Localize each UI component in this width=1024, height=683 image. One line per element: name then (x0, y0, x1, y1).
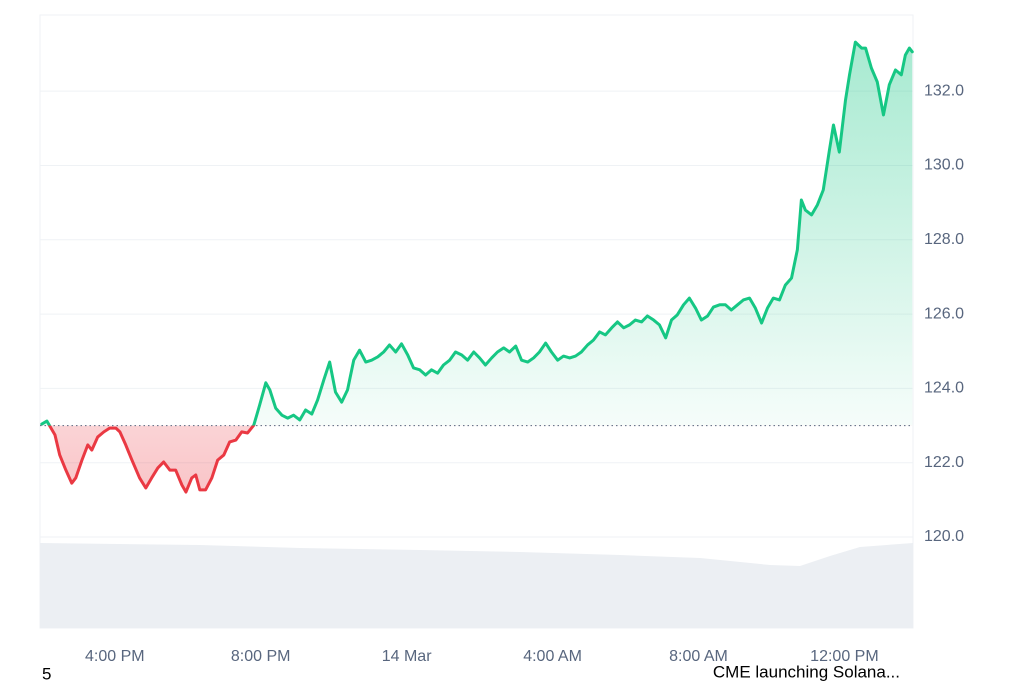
y-tick-label: 120.0 (924, 528, 964, 545)
x-tick-label: 4:00 PM (85, 648, 145, 665)
y-tick-label: 128.0 (924, 231, 964, 248)
headline: CME launching Solana... (713, 662, 900, 681)
page-number: 5 (42, 664, 51, 683)
price-line (40, 40, 914, 494)
y-tick-label: 124.0 (924, 380, 964, 397)
x-tick-label: 8:00 PM (231, 648, 291, 665)
x-tick-label: 12:00 PM (810, 648, 878, 665)
volume-area (40, 543, 913, 628)
y-tick-label: 130.0 (924, 157, 964, 174)
x-tick-label: 14 Mar (382, 648, 432, 665)
y-tick-label: 122.0 (924, 454, 964, 471)
y-tick-label: 132.0 (924, 82, 964, 99)
price-area (41, 42, 913, 493)
y-tick-label: 126.0 (924, 305, 964, 322)
x-tick-label: 8:00 AM (669, 648, 728, 665)
x-tick-label: 4:00 AM (523, 648, 582, 665)
